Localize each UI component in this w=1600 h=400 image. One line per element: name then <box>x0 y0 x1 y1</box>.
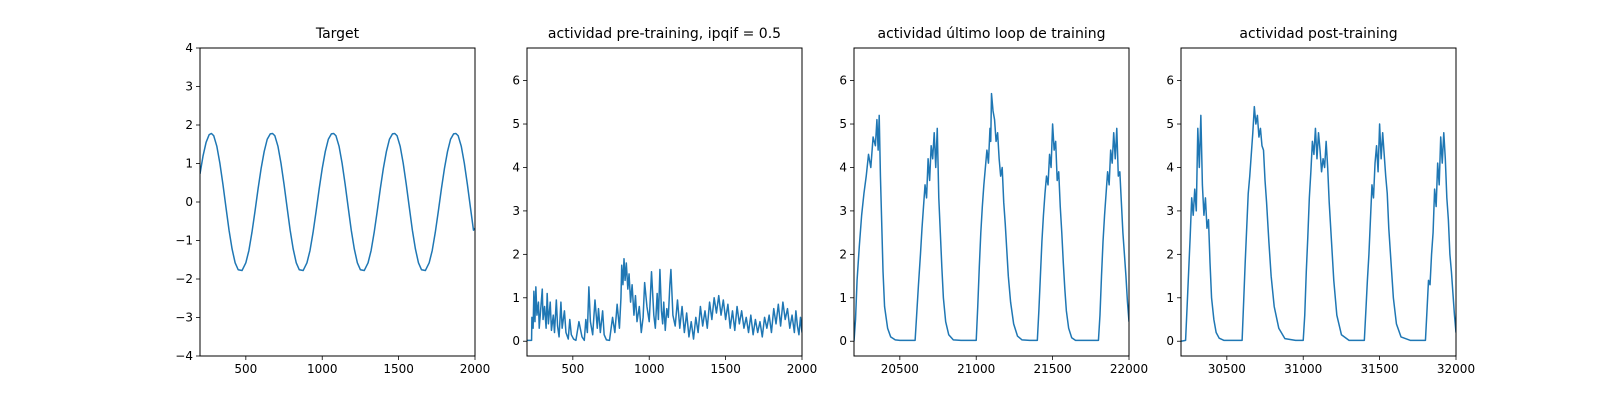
y-tick-label: 2 <box>1166 247 1174 261</box>
chart-panel-3: 20500 21000 21500 22000 0 1 2 3 4 5 6 actividad últ… <box>839 26 1148 376</box>
x-tick-label: 500 <box>561 362 584 376</box>
y-tick-label: 1 <box>839 291 847 305</box>
y-tick-label: 4 <box>1166 160 1174 174</box>
y-tick-label: 5 <box>512 117 520 131</box>
y-tick-label: 0 <box>512 334 520 348</box>
axes-frame <box>1180 47 1457 357</box>
chart-panel-2: 500 1000 1500 2000 0 1 2 3 4 5 6 actividad pre-trai… <box>512 26 817 376</box>
y-tick-label: 3 <box>185 80 193 94</box>
y-tick-label: 0 <box>185 195 193 209</box>
x-tick-label: 1000 <box>634 362 665 376</box>
y-tick-label: 1 <box>1166 291 1174 305</box>
y-tick-label: −2 <box>175 272 193 286</box>
y-tick-label: 0 <box>1166 334 1174 348</box>
x-tick-label: 31500 <box>1361 362 1399 376</box>
y-tick-label: 5 <box>1166 117 1174 131</box>
chart-title: Target <box>315 26 360 42</box>
series-line-1 <box>854 92 1129 342</box>
chart-title: actividad post-training <box>1239 26 1397 42</box>
y-tick-label: 4 <box>512 160 520 174</box>
y-tick-label: 0 <box>839 334 847 348</box>
x-tick-label: 22000 <box>1110 362 1148 376</box>
x-tick-label: 1000 <box>307 362 338 376</box>
y-tick-label: 1 <box>512 291 520 305</box>
y-tick-label: 2 <box>839 247 847 261</box>
y-tick-label: 4 <box>185 41 193 55</box>
x-tick-label: 31000 <box>1284 362 1322 376</box>
series-line-1 <box>200 132 475 272</box>
x-tick-label: 500 <box>234 362 257 376</box>
x-tick-label: 30500 <box>1208 362 1246 376</box>
x-tick-label: 2000 <box>460 362 491 376</box>
x-tick-label: 20500 <box>881 362 919 376</box>
x-tick-label: 1500 <box>710 362 741 376</box>
x-tick-label: 1500 <box>383 362 414 376</box>
axes-frame <box>199 47 476 357</box>
chart-title: actividad pre-training, ipqif = 0.5 <box>548 26 781 42</box>
chart-panel-4: 30500 31000 31500 32000 0 1 2 3 4 5 6 actividad pos… <box>1166 26 1475 376</box>
y-tick-label: 6 <box>512 74 520 88</box>
series-line-1 <box>1181 105 1456 342</box>
y-tick-label: 3 <box>1166 204 1174 218</box>
axes-frame <box>526 47 803 357</box>
chart-panel-1: 500 1000 1500 2000 −4 −3 −2 −1 0 1 2 3 4 Target <box>175 26 490 376</box>
y-tick-label: 6 <box>839 74 847 88</box>
y-tick-label: 2 <box>512 247 520 261</box>
y-tick-label: 4 <box>839 160 847 174</box>
y-tick-label: 3 <box>512 204 520 218</box>
y-tick-label: 5 <box>839 117 847 131</box>
chart-title: actividad último loop de training <box>878 26 1106 42</box>
series-line-1 <box>527 257 802 342</box>
y-tick-label: −1 <box>175 234 193 248</box>
y-tick-label: −3 <box>175 311 193 325</box>
y-tick-label: 1 <box>185 157 193 171</box>
x-tick-label: 2000 <box>787 362 818 376</box>
x-tick-label: 32000 <box>1437 362 1475 376</box>
y-tick-label: 3 <box>839 204 847 218</box>
y-tick-label: −4 <box>175 349 193 363</box>
x-tick-label: 21000 <box>957 362 995 376</box>
y-tick-label: 6 <box>1166 74 1174 88</box>
axes-frame <box>853 47 1130 357</box>
y-tick-label: 2 <box>185 118 193 132</box>
x-tick-label: 21500 <box>1034 362 1072 376</box>
